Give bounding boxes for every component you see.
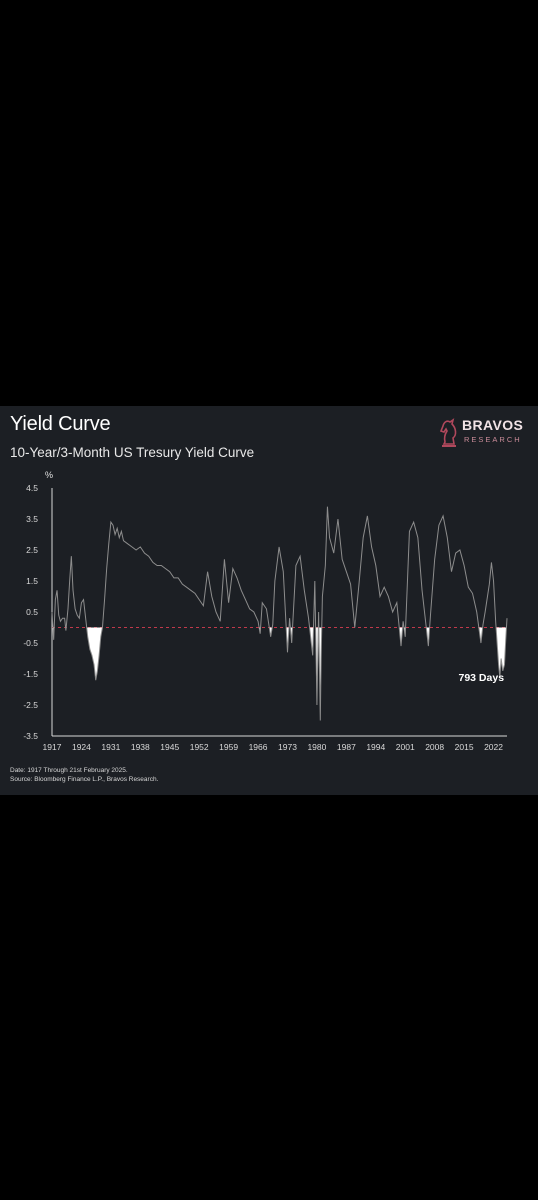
x-tick-label: 1980 xyxy=(307,742,326,752)
x-tick-label: 1966 xyxy=(249,742,268,752)
y-axis-ticks: 4.5 3.5 2.5 1.5 0.5 -0.5 -1.5 -2.5 -3.5 xyxy=(23,483,38,741)
x-tick-label: 1994 xyxy=(366,742,385,752)
x-tick-label: 1973 xyxy=(278,742,297,752)
x-tick-label: 1931 xyxy=(101,742,120,752)
inversion-annotation: 793 Days xyxy=(459,672,505,684)
x-tick-label: 1938 xyxy=(131,742,150,752)
chart-card: Yield Curve 10-Year/3-Month US Tresury Y… xyxy=(0,406,538,795)
y-tick-label: 3.5 xyxy=(26,514,38,524)
x-tick-label: 1987 xyxy=(337,742,356,752)
x-axis-ticks: 1917 1924 1931 1938 1945 1952 1959 1966 1973 1980… xyxy=(43,742,504,752)
chart-subtitle: 10-Year/3-Month US Tresury Yield Curve xyxy=(10,445,255,460)
y-tick-label: 0.5 xyxy=(26,607,38,617)
y-tick-label: 2.5 xyxy=(26,545,38,555)
bravos-logo: BRAVOS RESEARCH xyxy=(438,414,530,448)
source-note: Source: Bloomberg Finance L.P., Bravos R… xyxy=(10,776,159,783)
brand-sub: RESEARCH xyxy=(464,435,522,444)
y-axis-unit: % xyxy=(45,470,53,480)
x-tick-label: 1917 xyxy=(43,742,62,752)
x-tick-label: 2022 xyxy=(484,742,503,752)
y-tick-label: -0.5 xyxy=(23,638,38,648)
yield-curve-line xyxy=(51,506,508,721)
y-tick-label: 4.5 xyxy=(26,483,38,493)
x-tick-label: 1945 xyxy=(160,742,179,752)
x-tick-label: 2001 xyxy=(396,742,415,752)
brand-name: BRAVOS xyxy=(462,417,524,433)
y-tick-label: -2.5 xyxy=(23,700,38,710)
x-tick-label: 1959 xyxy=(219,742,238,752)
inversion-area xyxy=(52,627,507,721)
x-tick-label: 1924 xyxy=(72,742,91,752)
date-note: Date: 1917 Through 21st February 2025. xyxy=(10,767,128,774)
yield-curve-chart: % 4.53.52.51.50.5-0.5-1.5-2.5-3.5 1917 19… xyxy=(23,470,508,752)
x-tick-label: 2008 xyxy=(425,742,444,752)
chart-title: Yield Curve xyxy=(10,413,111,435)
x-tick-label: 2015 xyxy=(455,742,474,752)
y-tick-label: -1.5 xyxy=(23,669,38,679)
x-tick-label: 1952 xyxy=(190,742,209,752)
y-tick-label: -3.5 xyxy=(23,731,38,741)
knight-icon xyxy=(439,418,457,447)
y-tick-label: 1.5 xyxy=(26,576,38,586)
